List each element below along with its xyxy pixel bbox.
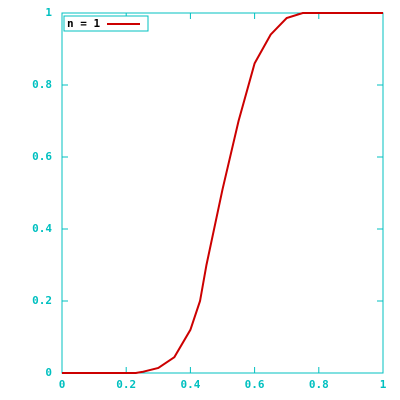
- legend-label: n = 1: [67, 17, 100, 30]
- data-line: [62, 12, 383, 374]
- y-tick-label: 0: [45, 366, 52, 379]
- plot-border: [61, 12, 384, 374]
- x-tick-label: 0.8: [309, 378, 329, 391]
- y-tick-label: 0.6: [32, 150, 52, 163]
- x-tick-label: 0.2: [116, 378, 136, 391]
- y-tick-label: 1: [45, 6, 52, 19]
- x-tick-label: 0.4: [180, 378, 200, 391]
- x-tick-label: 0: [59, 378, 66, 391]
- y-tick-label: 0.4: [32, 222, 52, 235]
- y-tick-label: 0.8: [32, 78, 52, 91]
- x-tick-label: 1: [380, 378, 387, 391]
- legend-box: [63, 15, 149, 32]
- y-tick-label: 0.2: [32, 294, 52, 307]
- x-tick-label: 0.6: [245, 378, 265, 391]
